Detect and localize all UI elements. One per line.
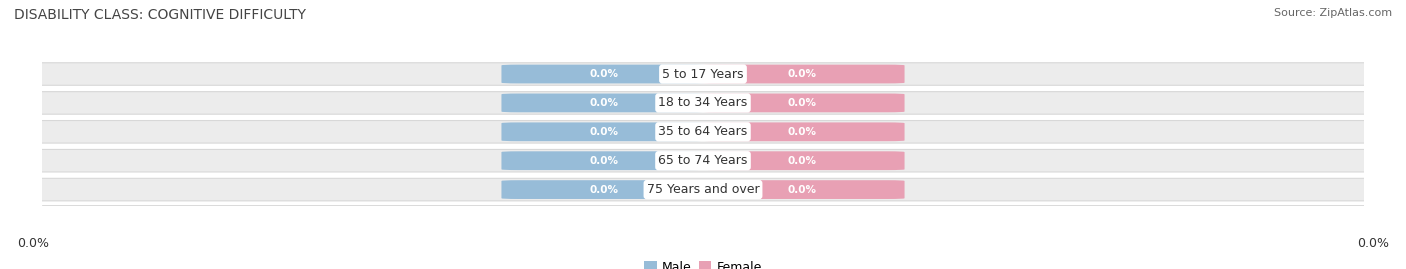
FancyBboxPatch shape — [22, 150, 1384, 172]
Text: 0.0%: 0.0% — [589, 185, 619, 194]
Text: 0.0%: 0.0% — [787, 156, 817, 166]
FancyBboxPatch shape — [700, 180, 904, 199]
Text: 0.0%: 0.0% — [589, 98, 619, 108]
Text: 0.0%: 0.0% — [787, 185, 817, 194]
Text: 0.0%: 0.0% — [787, 98, 817, 108]
FancyBboxPatch shape — [502, 94, 706, 112]
FancyBboxPatch shape — [700, 65, 904, 83]
Text: 0.0%: 0.0% — [589, 69, 619, 79]
Text: 0.0%: 0.0% — [787, 69, 817, 79]
Text: 0.0%: 0.0% — [787, 127, 817, 137]
Text: Source: ZipAtlas.com: Source: ZipAtlas.com — [1274, 8, 1392, 18]
Text: DISABILITY CLASS: COGNITIVE DIFFICULTY: DISABILITY CLASS: COGNITIVE DIFFICULTY — [14, 8, 307, 22]
FancyBboxPatch shape — [22, 121, 1384, 143]
FancyBboxPatch shape — [502, 65, 706, 83]
Text: 5 to 17 Years: 5 to 17 Years — [662, 68, 744, 80]
FancyBboxPatch shape — [502, 151, 706, 170]
FancyBboxPatch shape — [700, 122, 904, 141]
Text: 0.0%: 0.0% — [17, 237, 49, 250]
FancyBboxPatch shape — [700, 94, 904, 112]
FancyBboxPatch shape — [700, 151, 904, 170]
Text: 0.0%: 0.0% — [589, 127, 619, 137]
Text: 18 to 34 Years: 18 to 34 Years — [658, 96, 748, 109]
FancyBboxPatch shape — [22, 63, 1384, 85]
Text: 35 to 64 Years: 35 to 64 Years — [658, 125, 748, 138]
FancyBboxPatch shape — [502, 180, 706, 199]
Text: 65 to 74 Years: 65 to 74 Years — [658, 154, 748, 167]
FancyBboxPatch shape — [502, 122, 706, 141]
Legend: Male, Female: Male, Female — [644, 261, 762, 269]
FancyBboxPatch shape — [22, 178, 1384, 201]
FancyBboxPatch shape — [22, 92, 1384, 114]
Text: 0.0%: 0.0% — [1357, 237, 1389, 250]
Text: 0.0%: 0.0% — [589, 156, 619, 166]
Text: 75 Years and over: 75 Years and over — [647, 183, 759, 196]
